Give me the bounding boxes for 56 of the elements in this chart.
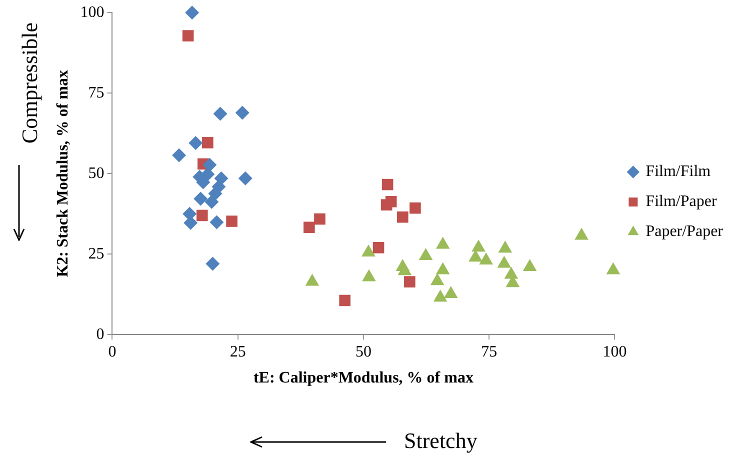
point <box>362 244 376 256</box>
point <box>479 252 493 265</box>
point <box>210 215 224 230</box>
point <box>235 106 250 120</box>
text: Stretchy <box>404 428 478 454</box>
point <box>396 211 408 223</box>
point <box>188 136 203 150</box>
point <box>472 240 486 252</box>
point <box>202 137 214 148</box>
point <box>382 178 394 190</box>
y-tick-label: 0 <box>96 326 104 343</box>
y-tick-label: 25 <box>88 245 104 262</box>
point <box>410 202 421 214</box>
point <box>204 194 219 209</box>
y-tick-label: 75 <box>88 84 104 102</box>
y-tick-label: 100 <box>80 4 104 21</box>
point <box>436 262 450 274</box>
x-tick-label: 25 <box>230 343 246 360</box>
x-tick-label: 75 <box>481 343 498 360</box>
point <box>184 216 198 230</box>
point <box>304 222 315 234</box>
point <box>436 236 450 249</box>
point <box>362 269 376 282</box>
point <box>172 148 186 162</box>
point <box>213 106 228 121</box>
point <box>468 250 482 262</box>
point <box>498 240 512 253</box>
point <box>574 228 588 240</box>
point <box>385 196 397 208</box>
legend-label: Film/Paper <box>646 193 718 210</box>
point <box>206 256 220 271</box>
point <box>194 192 208 206</box>
point <box>418 248 433 260</box>
point <box>522 258 537 271</box>
point <box>433 290 448 302</box>
point <box>238 171 252 186</box>
legend-label: Paper/Paper <box>646 223 724 240</box>
point <box>202 158 217 172</box>
point <box>196 210 208 222</box>
point <box>305 274 320 286</box>
point <box>314 213 326 225</box>
x-tick-label: 100 <box>602 343 627 360</box>
y-tick-label: 50 <box>88 164 104 182</box>
point <box>606 262 620 274</box>
point <box>444 286 458 298</box>
point <box>226 216 238 227</box>
text: Compressible <box>17 22 43 146</box>
point <box>372 242 384 254</box>
point <box>497 256 512 268</box>
x-tick-label: 0 <box>108 343 116 360</box>
point <box>200 167 215 182</box>
legend-label: Film/Film <box>646 163 712 180</box>
y-axis-title: K2: Stack Modulus, % of max <box>54 70 72 278</box>
x-axis-title: tE: Caliper*Modulus, % of max <box>253 370 474 387</box>
x-tick-label: 50 <box>355 343 372 360</box>
point <box>430 273 444 286</box>
